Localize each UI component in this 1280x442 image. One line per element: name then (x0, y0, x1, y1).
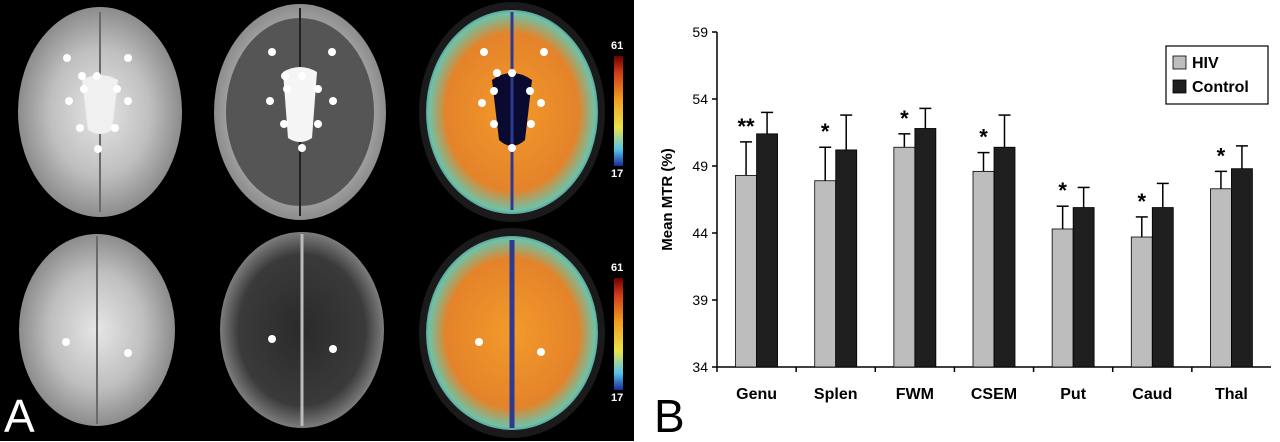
bar-control (1231, 168, 1253, 368)
colorbar-top (614, 56, 623, 166)
chart-panel: 34 39 44 49 54 59 Mean MTR (%) Genu ** Splen * FWM *… (634, 0, 1280, 441)
x-tick-label: Thal (1215, 386, 1248, 403)
mri-slice-6 (419, 228, 605, 438)
colorbar-bottom (614, 278, 623, 390)
x-tick-label: Genu (736, 386, 777, 403)
x-tick-label: Put (1060, 386, 1086, 403)
x-tick-label: Splen (814, 386, 858, 403)
x-tick-label: Caud (1132, 386, 1172, 403)
bar-hiv (1051, 228, 1074, 368)
bar-control (1072, 207, 1095, 368)
y-tick-label: 44 (692, 225, 708, 241)
significance-marker: * (1058, 178, 1067, 203)
mri-slice-2 (214, 4, 386, 220)
legend-label-control: Control (1192, 79, 1249, 96)
bar-control (835, 149, 858, 368)
legend-swatch-control (1172, 79, 1187, 94)
bar-hiv (893, 146, 916, 368)
panel-label-b: B (654, 390, 685, 442)
bar-hiv (735, 174, 757, 368)
significance-marker: * (821, 119, 830, 144)
bar-hiv (972, 170, 995, 368)
bar-hiv (814, 180, 837, 368)
colorbar-top-min: 17 (611, 168, 624, 180)
mri-slice-3 (419, 2, 605, 222)
bar-control (756, 133, 778, 368)
bar-control (993, 146, 1016, 368)
legend-label-hiv: HIV (1192, 55, 1219, 72)
y-axis-title: Mean MTR (%) (659, 148, 676, 251)
bar-hiv (1130, 236, 1153, 368)
roi-dots (62, 48, 548, 357)
y-tick-label: 34 (692, 359, 708, 375)
bar-control (914, 128, 937, 368)
bar-control (1151, 207, 1174, 368)
x-tick-label: FWM (896, 386, 934, 403)
mri-images (18, 2, 623, 438)
y-tick-label: 54 (692, 91, 708, 107)
mri-slice-4 (19, 234, 175, 426)
legend-swatch-hiv (1172, 55, 1187, 70)
mri-slice-5 (220, 232, 384, 428)
mri-slice-1 (18, 7, 182, 217)
significance-marker: * (1217, 143, 1226, 168)
mri-panel: 61 17 61 17 A (0, 0, 634, 441)
significance-marker: ** (738, 114, 756, 139)
y-tick-label: 49 (692, 158, 708, 174)
colorbar-top-max: 61 (611, 40, 624, 52)
panel-label-a: A (4, 390, 35, 442)
y-tick-label: 59 (692, 24, 708, 40)
significance-marker: * (1138, 189, 1147, 214)
colorbar-bottom-min: 17 (611, 392, 624, 404)
x-tick-label: CSEM (971, 386, 1017, 403)
y-tick-label: 39 (692, 292, 708, 308)
significance-marker: * (900, 106, 909, 131)
bar-hiv (1210, 188, 1232, 368)
significance-marker: * (979, 125, 988, 150)
colorbar-bottom-max: 61 (611, 262, 624, 274)
